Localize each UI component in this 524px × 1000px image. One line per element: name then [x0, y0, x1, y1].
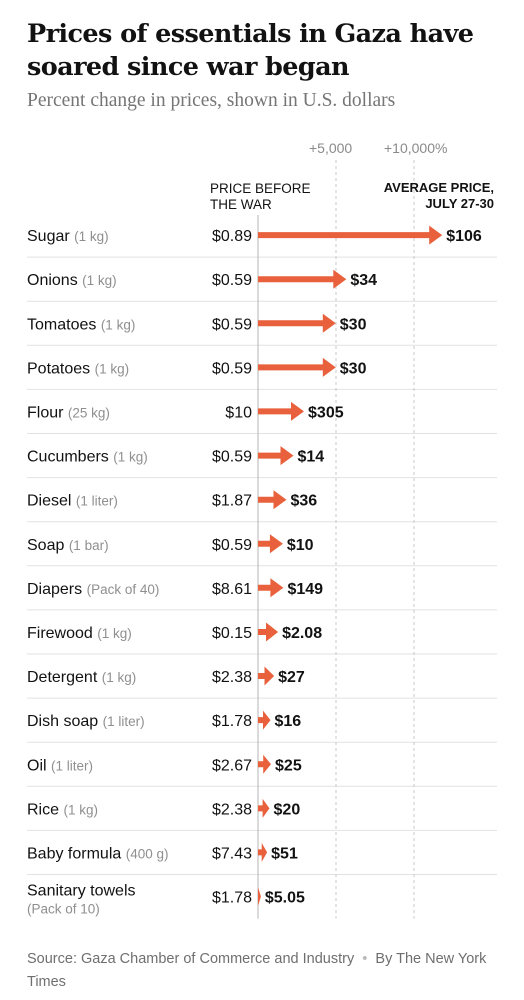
chart-subtitle: Percent change in prices, shown in U.S. …: [27, 90, 396, 111]
column-header-after-line: JULY 27-30: [425, 196, 494, 211]
price-after: $16: [274, 713, 301, 730]
price-before: $7.43: [212, 845, 252, 862]
item-label: Tomatoes (1 kg): [27, 316, 135, 333]
item-unit: (Pack of 10): [27, 902, 100, 917]
price-before: $8.61: [212, 581, 252, 598]
price-change-arrow: [258, 269, 347, 289]
price-change-arrow: [258, 798, 270, 818]
price-after: $27: [278, 669, 305, 686]
column-header-after: AVERAGE PRICE, JULY 27-30: [384, 180, 494, 212]
price-change-arrow: [258, 578, 284, 598]
price-change-arrow: [258, 357, 336, 377]
price-change-arrow: [258, 401, 304, 421]
price-after: $25: [275, 757, 302, 774]
price-after: $5.05: [265, 890, 305, 907]
price-before: $0.59: [212, 449, 252, 466]
item-label: Diapers (Pack of 40): [27, 581, 159, 598]
price-after: $30: [340, 360, 367, 377]
item-label: Sanitary towels: [27, 883, 136, 900]
item-label: Flour (25 kg): [27, 404, 110, 421]
price-after: $51: [271, 845, 298, 862]
price-after: $106: [446, 228, 482, 245]
x-tick-label: +10,000%: [384, 140, 448, 156]
price-change-arrow: [258, 225, 443, 245]
price-before: $0.15: [212, 625, 252, 642]
price-before: $0.59: [212, 316, 252, 333]
price-change-arrow: [258, 666, 275, 686]
price-change-arrow: [258, 313, 336, 333]
column-header-before-line: THE WAR: [210, 197, 272, 212]
price-change-arrow: [258, 534, 283, 554]
price-before: $2.67: [212, 757, 252, 774]
separator-dot: •: [358, 951, 372, 967]
item-label: Rice (1 kg): [27, 801, 98, 818]
price-change-arrow: [258, 490, 287, 510]
item-label: Onions (1 kg): [27, 272, 117, 289]
price-after: $36: [290, 493, 317, 510]
item-label: Firewood (1 kg): [27, 625, 132, 642]
price-after: $30: [340, 316, 367, 333]
price-change-arrow: [258, 622, 279, 642]
price-before: $2.38: [212, 669, 252, 686]
price-after: $20: [274, 801, 301, 818]
item-label: Dish soap (1 liter): [27, 713, 145, 730]
price-change-arrow: [258, 710, 271, 730]
price-after: $149: [287, 581, 323, 598]
price-before: $0.59: [212, 360, 252, 377]
item-label: Sugar (1 kg): [27, 228, 109, 245]
byline: By The New York Times: [27, 951, 487, 990]
price-change-arrow: [258, 887, 261, 906]
price-after: $34: [350, 272, 377, 289]
price-after: $305: [308, 404, 344, 421]
chart-title: Prices of essentials in Gaza have soared…: [27, 19, 474, 82]
item-label: Diesel (1 liter): [27, 493, 118, 510]
item-label: Potatoes (1 kg): [27, 360, 129, 377]
price-change-arrow: [258, 842, 268, 862]
price-change-arrow: [258, 446, 294, 466]
price-before: $1.78: [212, 890, 252, 907]
column-header-after-line: AVERAGE PRICE,: [383, 180, 494, 195]
price-before: $0.59: [212, 272, 252, 289]
price-change-arrow: [258, 754, 271, 774]
price-before: $2.38: [212, 801, 252, 818]
price-before: $0.89: [212, 228, 252, 245]
x-tick-label: +5,000: [309, 140, 353, 156]
price-after: $10: [287, 537, 314, 554]
price-after: $2.08: [282, 625, 322, 642]
price-before: $1.87: [212, 493, 252, 510]
column-header-before-line: PRICE BEFORE: [210, 181, 311, 196]
price-before: $10: [225, 404, 252, 421]
item-label: Baby formula (400 g): [27, 845, 169, 862]
item-label: Oil (1 liter): [27, 757, 93, 774]
price-after: $14: [297, 449, 324, 466]
source-text: Source: Gaza Chamber of Commerce and Ind…: [27, 951, 355, 967]
price-before: $1.78: [212, 713, 252, 730]
item-label: Detergent (1 kg): [27, 669, 136, 686]
item-label: Soap (1 bar): [27, 537, 109, 554]
price-before: $0.59: [212, 537, 252, 554]
column-header-before: PRICE BEFORE THE WAR: [210, 181, 311, 213]
source-note: Source: Gaza Chamber of Commerce and Ind…: [27, 948, 487, 994]
item-label: Cucumbers (1 kg): [27, 449, 148, 466]
